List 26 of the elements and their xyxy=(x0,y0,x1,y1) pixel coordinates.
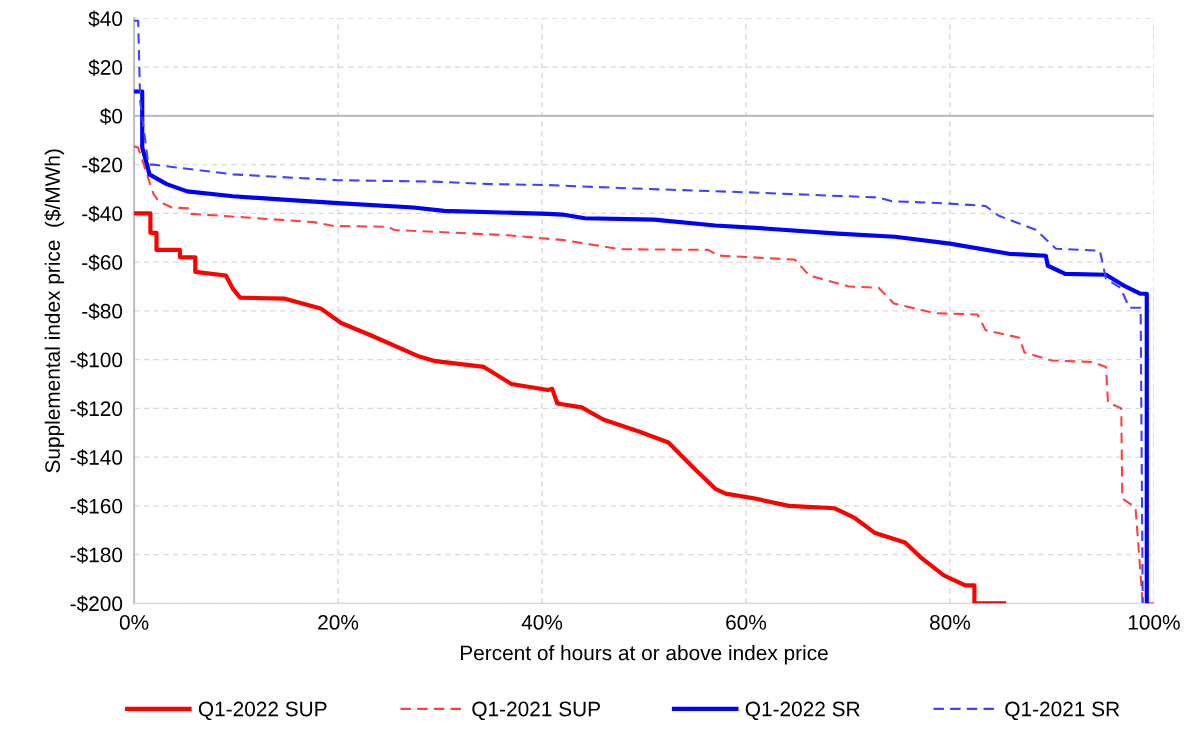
y-tick-label: -$60 xyxy=(82,254,123,272)
y-tick-label: -$160 xyxy=(70,497,123,515)
y-tick-label: -$100 xyxy=(70,351,123,369)
y-tick-label: -$200 xyxy=(70,595,123,613)
legend-label: Q1-2021 SR xyxy=(1005,701,1120,721)
x-tick-label: 20% xyxy=(318,615,359,630)
y-tick-label: $20 xyxy=(88,59,123,77)
x-tick-label: 0% xyxy=(119,615,149,630)
x-tick-label: 80% xyxy=(930,615,971,630)
y-tick-label: -$40 xyxy=(82,205,123,223)
y-tick-label: $40 xyxy=(88,10,123,28)
legend-label: Q1-2022 SUP xyxy=(198,701,327,721)
x-tick-label: 100% xyxy=(1128,615,1180,630)
x-axis-title: Percent of hours at or above index price xyxy=(461,644,828,665)
y-tick-label: $0 xyxy=(100,107,123,125)
legend-label: Q1-2021 SUP xyxy=(472,701,600,721)
legend-label: Q1-2022 SR xyxy=(745,701,860,721)
y-tick-label: -$20 xyxy=(82,156,123,174)
line-series xyxy=(134,211,1007,604)
y-tick-label: -$180 xyxy=(70,546,123,564)
y-axis-title: Supplemental index price ($/MWh) xyxy=(44,149,65,473)
x-tick-label: 60% xyxy=(726,615,767,630)
y-tick-label: -$140 xyxy=(70,449,123,467)
y-tick-label: -$80 xyxy=(82,302,123,320)
x-tick-label: 40% xyxy=(521,615,563,630)
y-tick-label: -$120 xyxy=(70,400,123,418)
